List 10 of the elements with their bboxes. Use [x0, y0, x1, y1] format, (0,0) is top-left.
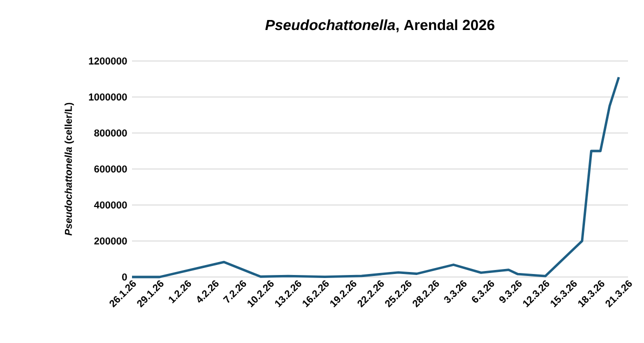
y-tick-label: 1200000: [88, 57, 127, 65]
y-tick-label: 0: [122, 273, 127, 281]
y-tick-label: 800000: [94, 129, 127, 137]
y-tick-label: 400000: [94, 201, 127, 209]
y-axis-title: Pseudochattonella (celler/L): [64, 102, 74, 236]
y-tick-label: 1000000: [88, 93, 127, 101]
chart-title: Pseudochattonella, Arendal 2026: [265, 19, 494, 32]
line-series: [130, 76, 620, 278]
y-tick-label: 200000: [94, 237, 127, 245]
y-tick-label: 600000: [94, 165, 127, 173]
